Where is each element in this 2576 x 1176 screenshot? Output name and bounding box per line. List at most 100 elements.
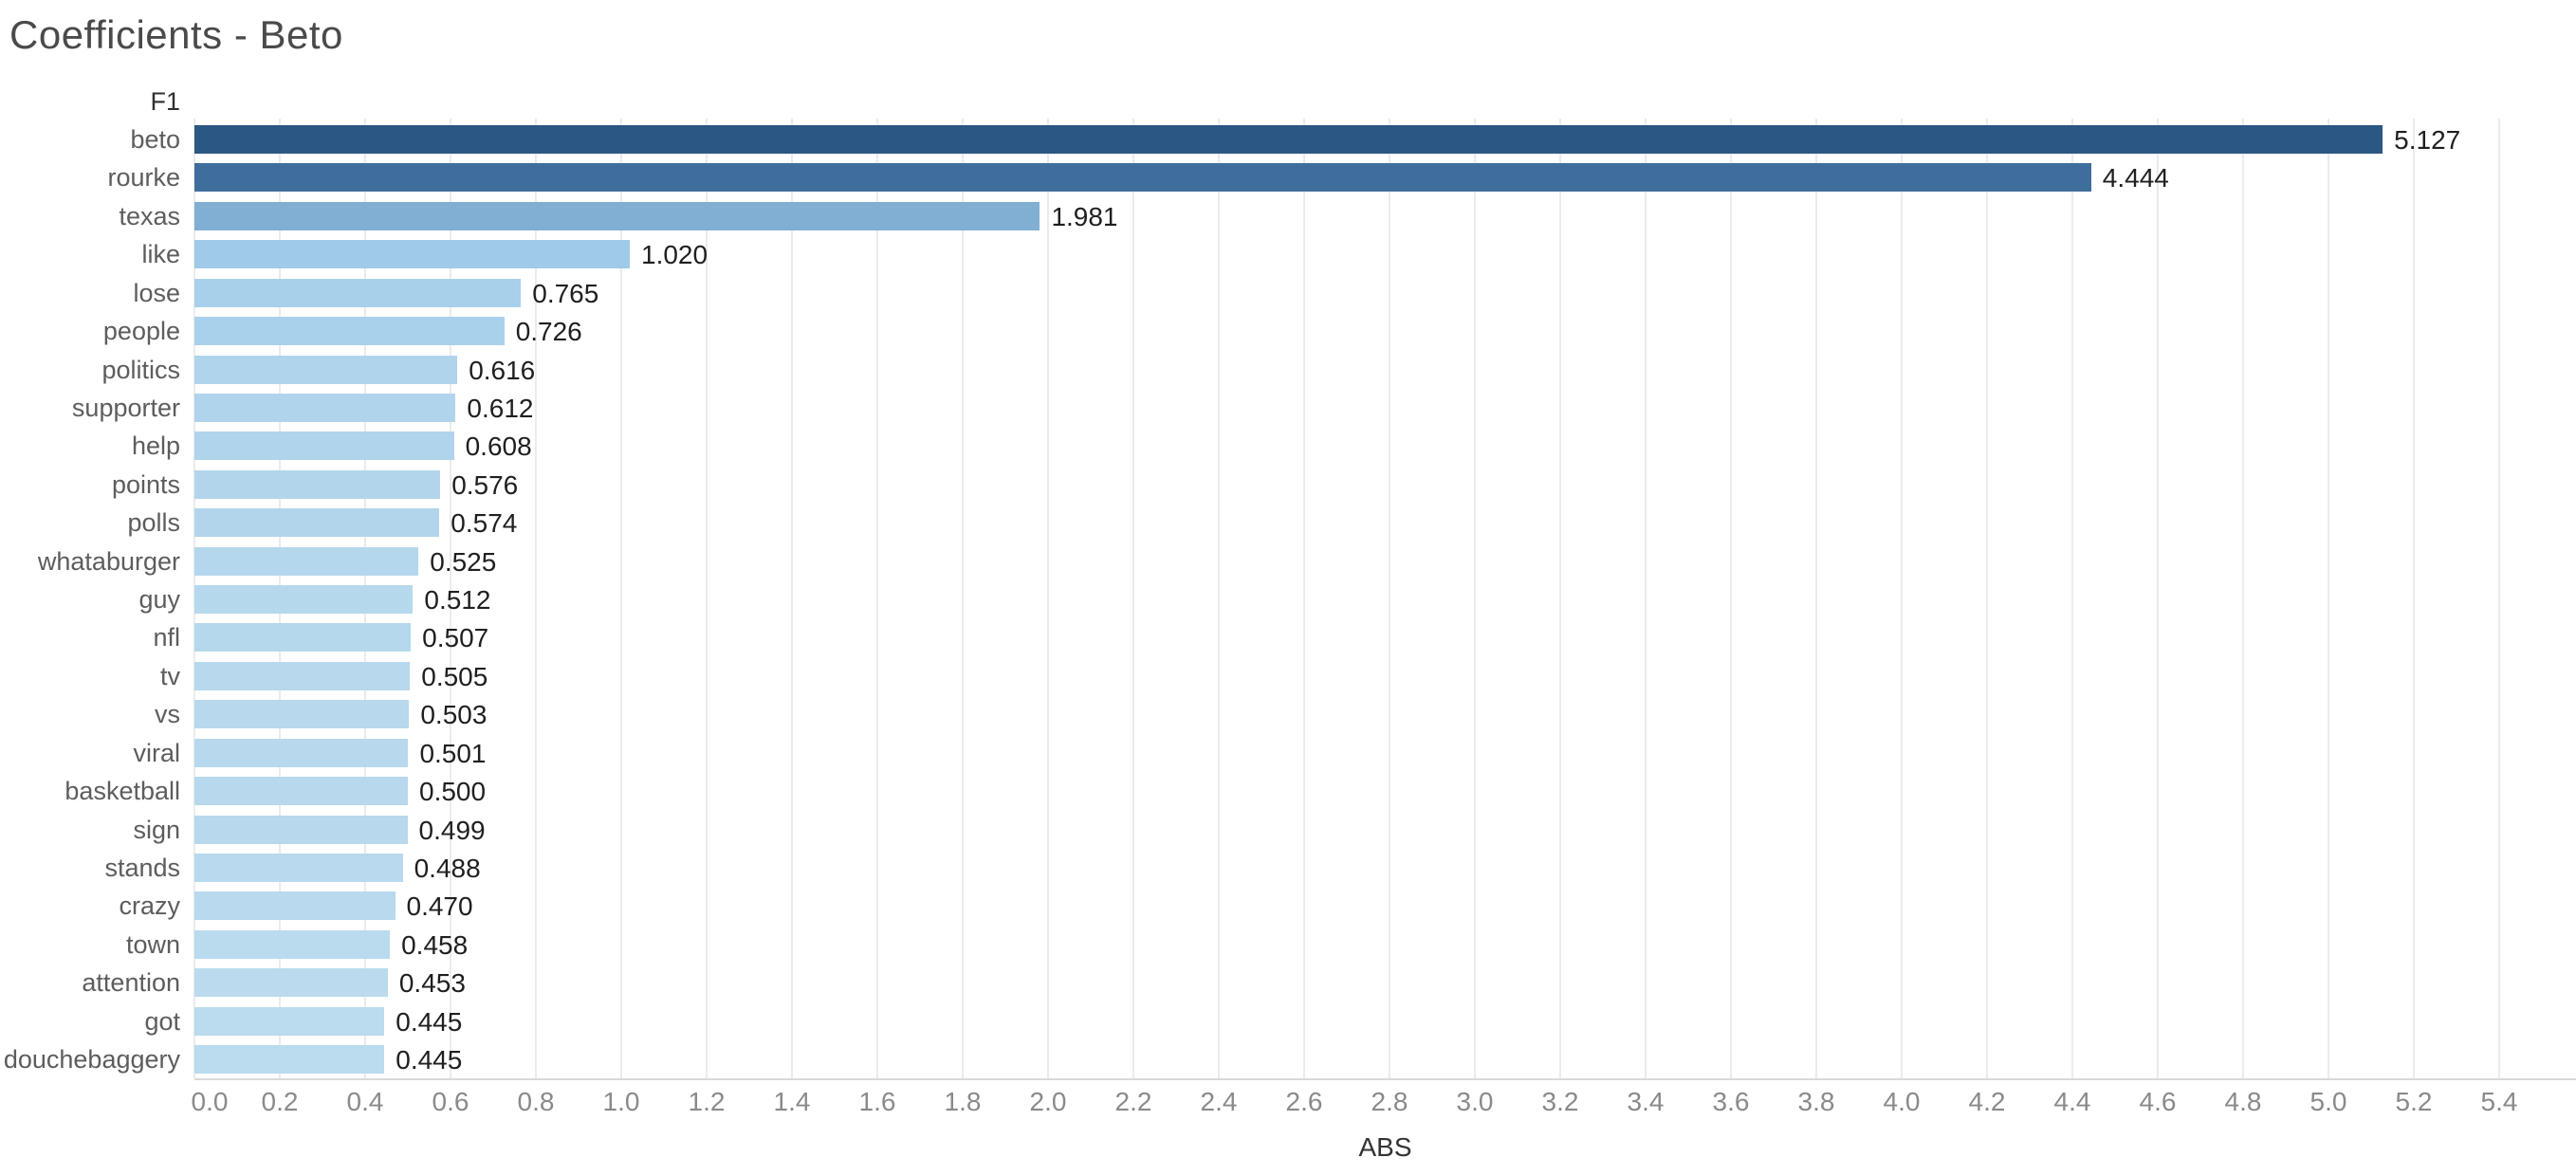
value-label: 0.501 [419, 738, 487, 768]
category-label[interactable]: beto [130, 125, 180, 154]
x-tick-label: 3.2 [1541, 1087, 1579, 1116]
gridline [1389, 119, 1390, 1078]
bar-tv[interactable] [194, 661, 411, 690]
x-tick-label: 3.4 [1627, 1087, 1665, 1116]
x-tick-label: 2.0 [1029, 1087, 1067, 1116]
bar-guy[interactable] [194, 585, 414, 615]
gridline [2071, 119, 2073, 1078]
bar-nfl[interactable] [194, 623, 412, 652]
bar-supporter[interactable] [194, 393, 456, 422]
bar-attention[interactable] [194, 968, 388, 998]
category-label[interactable]: rourke [107, 163, 180, 193]
x-tick-label: 1.0 [602, 1087, 640, 1116]
x-tick-label: 2.4 [1200, 1087, 1238, 1116]
value-label: 0.505 [421, 661, 488, 691]
bar-vs[interactable] [194, 700, 410, 729]
x-tick-label: 3.6 [1712, 1087, 1750, 1116]
category-axis: beto rourke texas like lose people politics sup… [0, 0, 180, 1176]
category-label[interactable]: town [125, 929, 180, 959]
category-label[interactable]: attention [82, 968, 180, 998]
bar-basketball[interactable] [194, 777, 408, 806]
chart-title: Coefficients - Beto [9, 12, 343, 57]
category-label[interactable]: guy [138, 585, 180, 615]
bar-lose[interactable] [194, 278, 522, 307]
bar-people[interactable] [194, 317, 505, 346]
category-label[interactable]: sign [133, 815, 180, 844]
gridline [1559, 119, 1561, 1078]
bar-town[interactable] [194, 929, 391, 959]
category-label[interactable]: nfl [153, 623, 180, 652]
gridline [535, 119, 537, 1078]
value-label: 1.020 [641, 240, 708, 270]
category-label[interactable]: like [141, 240, 180, 269]
category-label[interactable]: texas [119, 201, 180, 230]
category-label[interactable]: basketball [64, 777, 180, 806]
category-label[interactable]: people [102, 317, 180, 346]
category-label[interactable]: viral [133, 738, 180, 767]
value-label: 4.444 [2102, 163, 2169, 193]
x-axis-title: ABS [1358, 1132, 1412, 1162]
category-label[interactable]: help [131, 432, 180, 461]
category-label[interactable]: polls [127, 508, 180, 538]
x-tick-label: 4.0 [1883, 1087, 1921, 1116]
row-header-f1: F1 [150, 87, 180, 116]
x-tick-label: 3.0 [1456, 1087, 1494, 1116]
bar-help[interactable] [194, 432, 454, 461]
category-label[interactable]: crazy [119, 891, 180, 921]
category-label[interactable]: whataburger [37, 546, 180, 576]
x-tick-label: 5.4 [2480, 1087, 2518, 1116]
category-label[interactable]: tv [159, 661, 180, 690]
value-label: 0.608 [465, 432, 532, 462]
category-label[interactable]: lose [133, 278, 180, 307]
gridline [1815, 119, 1817, 1078]
bar-politics[interactable] [194, 355, 458, 384]
gridline [2328, 119, 2329, 1078]
bar-sign[interactable] [194, 815, 408, 844]
value-label: 0.458 [401, 929, 469, 960]
gridline [2413, 119, 2415, 1078]
category-label[interactable]: politics [101, 355, 180, 384]
bar-stands[interactable] [194, 853, 403, 882]
gridline [450, 119, 451, 1078]
gridline [1474, 119, 1476, 1078]
value-label: 0.500 [419, 777, 487, 807]
gridline [706, 119, 708, 1078]
x-tick-label: 1.4 [773, 1087, 811, 1116]
bar-whataburger[interactable] [194, 546, 419, 576]
gridline [791, 119, 793, 1078]
bar-like[interactable] [194, 240, 630, 269]
value-label: 0.576 [451, 469, 519, 500]
x-axis-line [194, 1078, 2576, 1080]
category-label[interactable]: points [111, 469, 180, 499]
gridline [876, 119, 878, 1078]
value-label: 0.512 [424, 585, 491, 616]
category-label[interactable]: douchebaggery [3, 1045, 180, 1075]
value-label: 0.507 [422, 623, 489, 653]
value-label: 0.488 [414, 853, 481, 883]
gridline [1901, 119, 1903, 1078]
category-label[interactable]: supporter [71, 393, 180, 422]
gridline [1986, 119, 1988, 1078]
bar-viral[interactable] [194, 738, 409, 767]
value-label: 0.499 [418, 815, 486, 845]
x-tick-label: 1.8 [944, 1087, 982, 1116]
bar-texas[interactable] [194, 201, 1040, 230]
bar-points[interactable] [194, 469, 441, 499]
bar-douchebaggery[interactable] [194, 1045, 385, 1075]
bar-crazy[interactable] [194, 891, 396, 921]
value-label: 0.616 [469, 355, 536, 385]
bar-beto[interactable] [194, 125, 2383, 154]
category-label[interactable]: vs [155, 700, 180, 729]
value-label: 0.525 [430, 546, 497, 577]
bar-polls[interactable] [194, 508, 440, 538]
value-label: 1.981 [1051, 201, 1118, 231]
category-label[interactable]: got [144, 1006, 180, 1036]
category-label[interactable]: stands [104, 853, 180, 882]
bar-got[interactable] [194, 1006, 385, 1036]
gridline [962, 119, 964, 1078]
bar-rourke[interactable] [194, 163, 2091, 193]
x-tick-label: 0.6 [432, 1087, 469, 1116]
value-label: 0.445 [396, 1045, 463, 1075]
x-tick-label: 0.4 [346, 1087, 384, 1116]
value-label: 0.612 [467, 393, 534, 423]
